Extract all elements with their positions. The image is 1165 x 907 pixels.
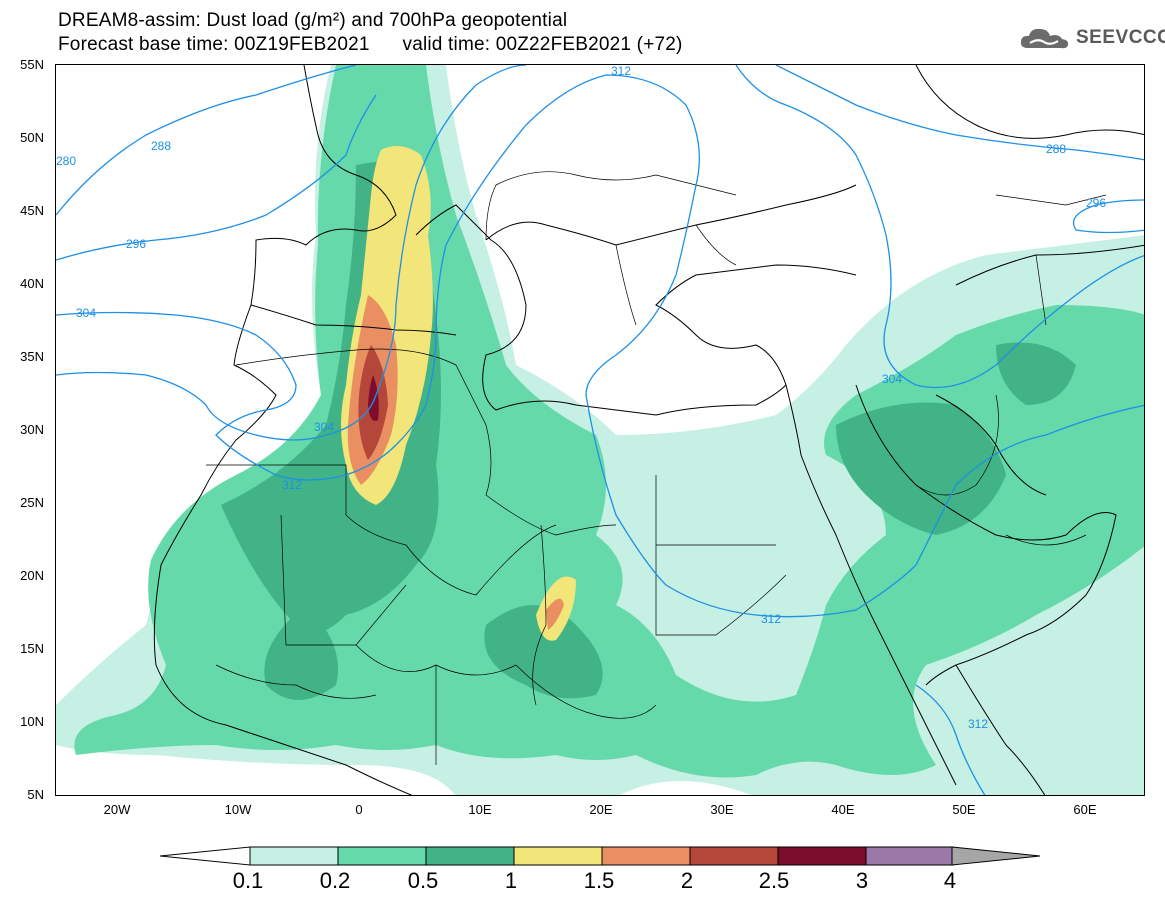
lat-tick: 30N bbox=[20, 422, 44, 437]
lon-tick: 0 bbox=[355, 802, 363, 817]
colorbar-cell bbox=[425, 846, 515, 866]
colorbar-label: 1.5 bbox=[583, 868, 615, 893]
lon-tick: 40E bbox=[831, 802, 855, 817]
contour-label: 296 bbox=[126, 237, 146, 251]
colorbar-cells bbox=[249, 846, 955, 866]
contour-label: 288 bbox=[1046, 142, 1066, 156]
colorbar-label: 2 bbox=[680, 868, 694, 893]
colorbar-cell bbox=[513, 846, 603, 866]
dust-map[interactable]: 288 288 296 296 304 304 304 312 312 312 … bbox=[55, 64, 1145, 796]
colorbar-label: 4 bbox=[943, 868, 957, 893]
colorbar-cell bbox=[689, 846, 779, 866]
colorbar bbox=[159, 845, 1041, 872]
lat-tick: 15N bbox=[20, 641, 44, 656]
lat-tick: 55N bbox=[20, 57, 44, 72]
colorbar-label: 3 bbox=[855, 868, 869, 893]
colorbar-cell bbox=[865, 846, 955, 866]
colorbar-under-arrow bbox=[159, 846, 251, 866]
contour-label: 296 bbox=[1086, 196, 1106, 210]
lat-tick: 20N bbox=[20, 568, 44, 583]
logo-text: SEEVCCC bbox=[1076, 27, 1165, 48]
map-title: DREAM8-assim: Dust load (g/m²) and 700hP… bbox=[58, 10, 568, 31]
contour-label: 304 bbox=[882, 372, 902, 386]
colorbar-over-arrow bbox=[951, 846, 1041, 866]
colorbar-cell bbox=[601, 846, 691, 866]
contour-label: 312 bbox=[282, 478, 302, 492]
colorbar-cell bbox=[249, 846, 339, 866]
contour-label: 288 bbox=[151, 139, 171, 153]
colorbar-label: 0.2 bbox=[319, 868, 351, 893]
colorbar-cell bbox=[777, 846, 867, 866]
lon-tick: 20W bbox=[103, 802, 131, 817]
lon-tick: 10E bbox=[468, 802, 492, 817]
contour-label: 304 bbox=[76, 306, 96, 320]
colorbar-label: 0.5 bbox=[407, 868, 439, 893]
geopotential-contours bbox=[56, 65, 1144, 795]
lat-tick: 40N bbox=[20, 276, 44, 291]
lat-tick: 5N bbox=[27, 787, 44, 802]
contour-label: 312 bbox=[761, 612, 781, 626]
lat-tick: 45N bbox=[20, 203, 44, 218]
lon-tick: 30E bbox=[710, 802, 734, 817]
contour-labels: 288 288 296 296 304 304 304 312 312 312 … bbox=[56, 65, 1106, 731]
lon-tick: 60E bbox=[1073, 802, 1097, 817]
colorbar-label: 2.5 bbox=[758, 868, 790, 893]
logo: SEEVCCC bbox=[1018, 24, 1165, 52]
lat-tick: 10N bbox=[20, 714, 44, 729]
map-canvas[interactable]: 288 288 296 296 304 304 304 312 312 312 … bbox=[56, 65, 1145, 796]
lon-tick: 50E bbox=[952, 802, 976, 817]
colorbar-label: 0.1 bbox=[232, 868, 264, 893]
contour-label: 280 bbox=[56, 154, 76, 168]
country-borders bbox=[206, 171, 1107, 765]
colorbar-cell bbox=[337, 846, 427, 866]
contour-label: 304 bbox=[314, 420, 334, 434]
lon-tick: 10W bbox=[224, 802, 252, 817]
lat-tick: 50N bbox=[20, 130, 44, 145]
contour-label: 312 bbox=[611, 65, 631, 78]
contour-label: 312 bbox=[968, 717, 988, 731]
colorbar-label: 1 bbox=[504, 868, 518, 893]
lon-tick: 20E bbox=[589, 802, 613, 817]
forecast-times: Forecast base time: 00Z19FEB2021 valid t… bbox=[58, 34, 683, 55]
lat-tick: 25N bbox=[20, 495, 44, 510]
lat-tick: 35N bbox=[20, 349, 44, 364]
cloud-logo-icon bbox=[1020, 28, 1069, 49]
